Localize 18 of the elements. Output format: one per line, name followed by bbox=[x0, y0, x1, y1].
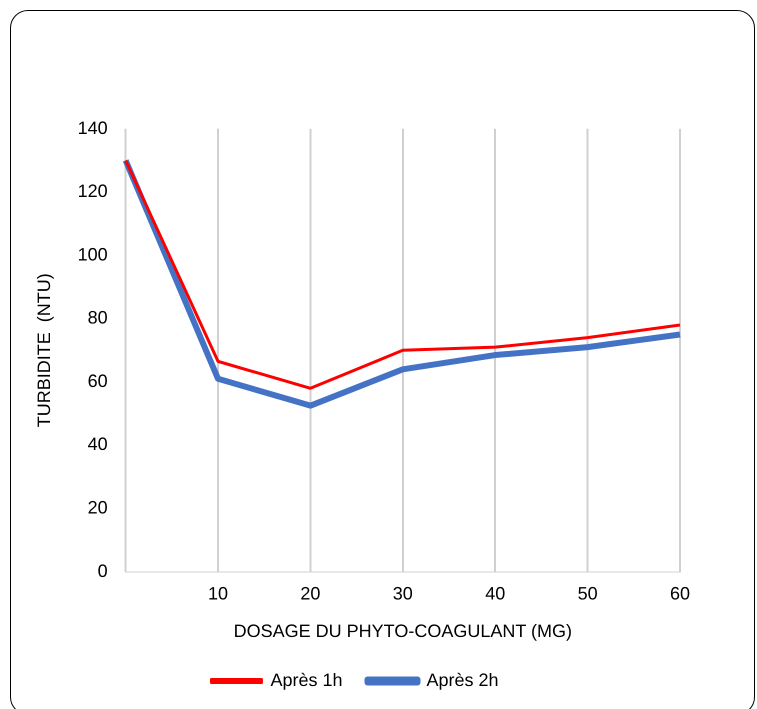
x-tick-label: 20 bbox=[300, 584, 320, 604]
x-tick-label: 30 bbox=[392, 584, 413, 604]
y-tick-label: 120 bbox=[78, 181, 108, 202]
y-axis-title: TURBIDITE (NTU) bbox=[34, 273, 54, 428]
x-tick-label: 10 bbox=[208, 584, 228, 604]
y-tick-label: 20 bbox=[88, 497, 108, 518]
legend-label: Après 1h bbox=[270, 670, 343, 690]
y-tick-label: 0 bbox=[98, 560, 108, 581]
y-tick-label: 40 bbox=[88, 434, 108, 454]
y-tick-label: 80 bbox=[88, 308, 108, 328]
x-tick-label: 60 bbox=[670, 584, 690, 604]
y-tick-label: 100 bbox=[78, 244, 108, 264]
x-tick-label: 40 bbox=[485, 584, 506, 604]
x-tick-label: 50 bbox=[578, 584, 598, 604]
legend-label: Après 2h bbox=[426, 670, 499, 690]
x-axis-title: DOSAGE DU PHYTO-COAGULANT (MG) bbox=[234, 621, 572, 642]
y-tick-label: 60 bbox=[88, 370, 108, 391]
y-tick-label: 140 bbox=[78, 118, 108, 138]
